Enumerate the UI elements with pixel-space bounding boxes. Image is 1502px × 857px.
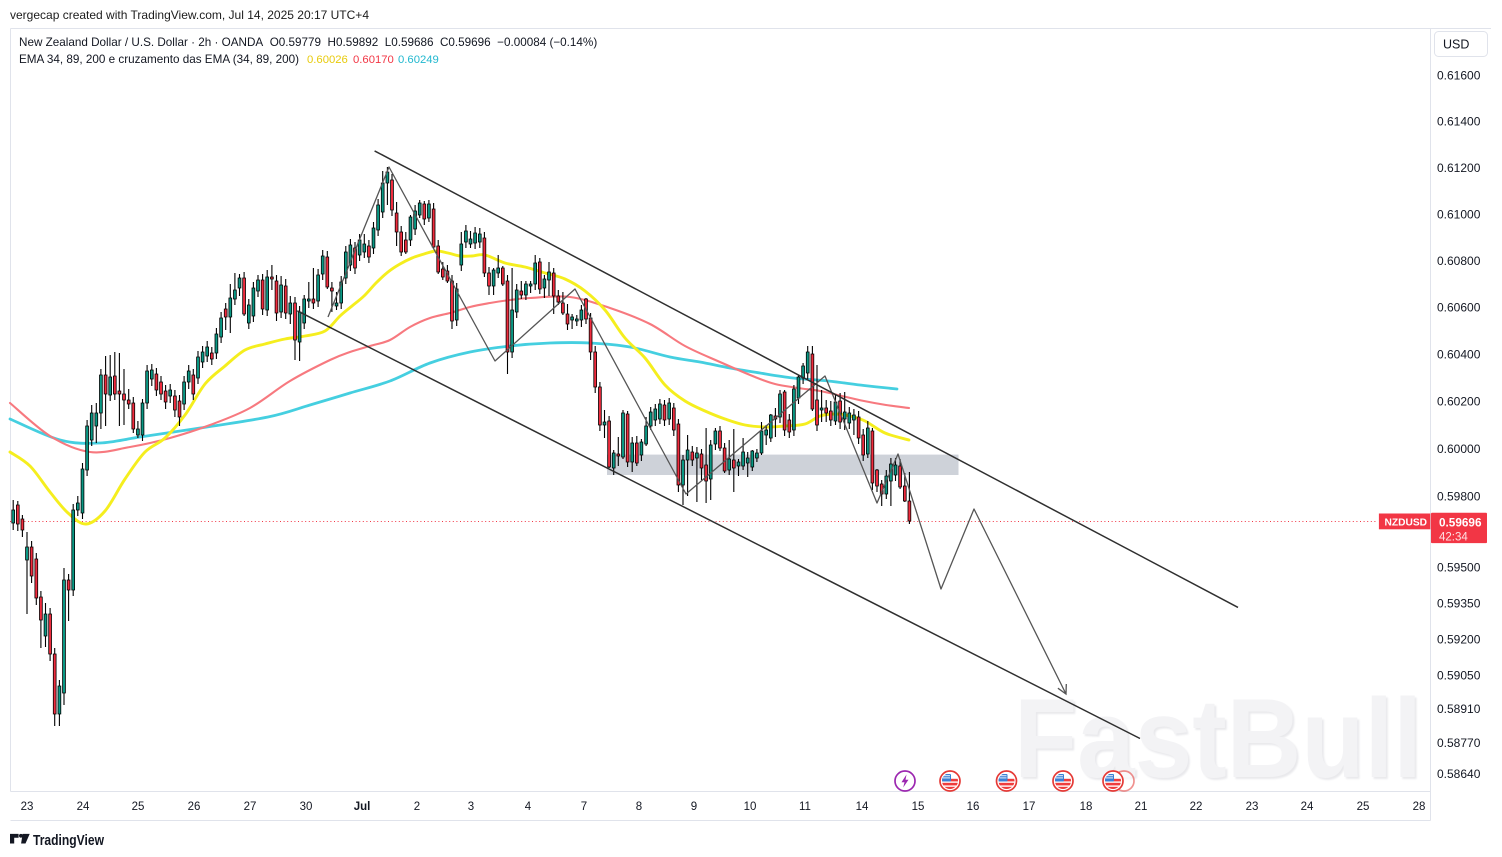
svg-text:21: 21 <box>1135 801 1148 813</box>
svg-text:27: 27 <box>244 801 257 813</box>
svg-text:25: 25 <box>132 801 145 813</box>
svg-text:14: 14 <box>856 801 869 813</box>
svg-text:0.58640: 0.58640 <box>1437 767 1481 781</box>
svg-text:0.60200: 0.60200 <box>1437 395 1481 409</box>
svg-text:24: 24 <box>77 801 90 813</box>
svg-text:0.60000: 0.60000 <box>1437 442 1481 456</box>
svg-text:8: 8 <box>636 801 642 813</box>
svg-text:0.60026: 0.60026 <box>307 54 348 66</box>
svg-text:0.60600: 0.60600 <box>1437 301 1481 315</box>
svg-text:0.60400: 0.60400 <box>1437 348 1481 362</box>
svg-text:23: 23 <box>1246 801 1259 813</box>
svg-text:28: 28 <box>1413 801 1426 813</box>
svg-text:0.60249: 0.60249 <box>398 54 439 66</box>
svg-text:10: 10 <box>744 801 757 813</box>
svg-text:2: 2 <box>414 801 420 813</box>
svg-text:9: 9 <box>691 801 697 813</box>
svg-text:NZDUSD: NZDUSD <box>1385 517 1428 529</box>
svg-text:USD: USD <box>1443 38 1469 52</box>
svg-text:0.61600: 0.61600 <box>1437 69 1481 83</box>
svg-text:TradingView: TradingView <box>33 833 104 849</box>
svg-text:0.59200: 0.59200 <box>1437 632 1481 646</box>
svg-text:0.59350: 0.59350 <box>1437 596 1481 610</box>
svg-text:0.60800: 0.60800 <box>1437 254 1481 268</box>
svg-text:EMA 34, 89, 200 e cruzamento d: EMA 34, 89, 200 e cruzamento das EMA (34… <box>19 53 299 66</box>
svg-text:0.58910: 0.58910 <box>1437 702 1481 716</box>
svg-text:11: 11 <box>799 801 811 813</box>
svg-text:23: 23 <box>21 801 34 813</box>
svg-text:42:34: 42:34 <box>1439 531 1468 543</box>
svg-text:New Zealand Dollar / U.S. Doll: New Zealand Dollar / U.S. Dollar · 2h · … <box>19 36 597 49</box>
svg-text:0.61000: 0.61000 <box>1437 207 1481 221</box>
svg-text:3: 3 <box>468 801 474 813</box>
svg-text:26: 26 <box>188 801 201 813</box>
svg-text:16: 16 <box>967 801 980 813</box>
svg-text:0.61200: 0.61200 <box>1437 161 1481 175</box>
svg-text:0.60170: 0.60170 <box>353 54 394 66</box>
svg-text:0.59696: 0.59696 <box>1439 515 1482 529</box>
svg-text:0.61400: 0.61400 <box>1437 115 1481 129</box>
svg-text:17: 17 <box>1023 801 1036 813</box>
svg-text:15: 15 <box>912 801 925 813</box>
svg-text:0.59050: 0.59050 <box>1437 668 1481 682</box>
svg-text:vergecap created with TradingV: vergecap created with TradingView.com, J… <box>10 8 369 22</box>
svg-text:0.59800: 0.59800 <box>1437 489 1481 503</box>
svg-text:25: 25 <box>1357 801 1370 813</box>
svg-text:22: 22 <box>1190 801 1203 813</box>
svg-text:24: 24 <box>1301 801 1314 813</box>
svg-text:0.59500: 0.59500 <box>1437 561 1481 575</box>
svg-text:FastBull: FastBull <box>1014 676 1422 801</box>
svg-text:30: 30 <box>300 801 313 813</box>
svg-text:18: 18 <box>1080 801 1093 813</box>
svg-text:Jul: Jul <box>354 801 371 813</box>
svg-text:7: 7 <box>581 801 587 813</box>
svg-text:0.58770: 0.58770 <box>1437 736 1481 750</box>
svg-text:4: 4 <box>525 801 532 813</box>
